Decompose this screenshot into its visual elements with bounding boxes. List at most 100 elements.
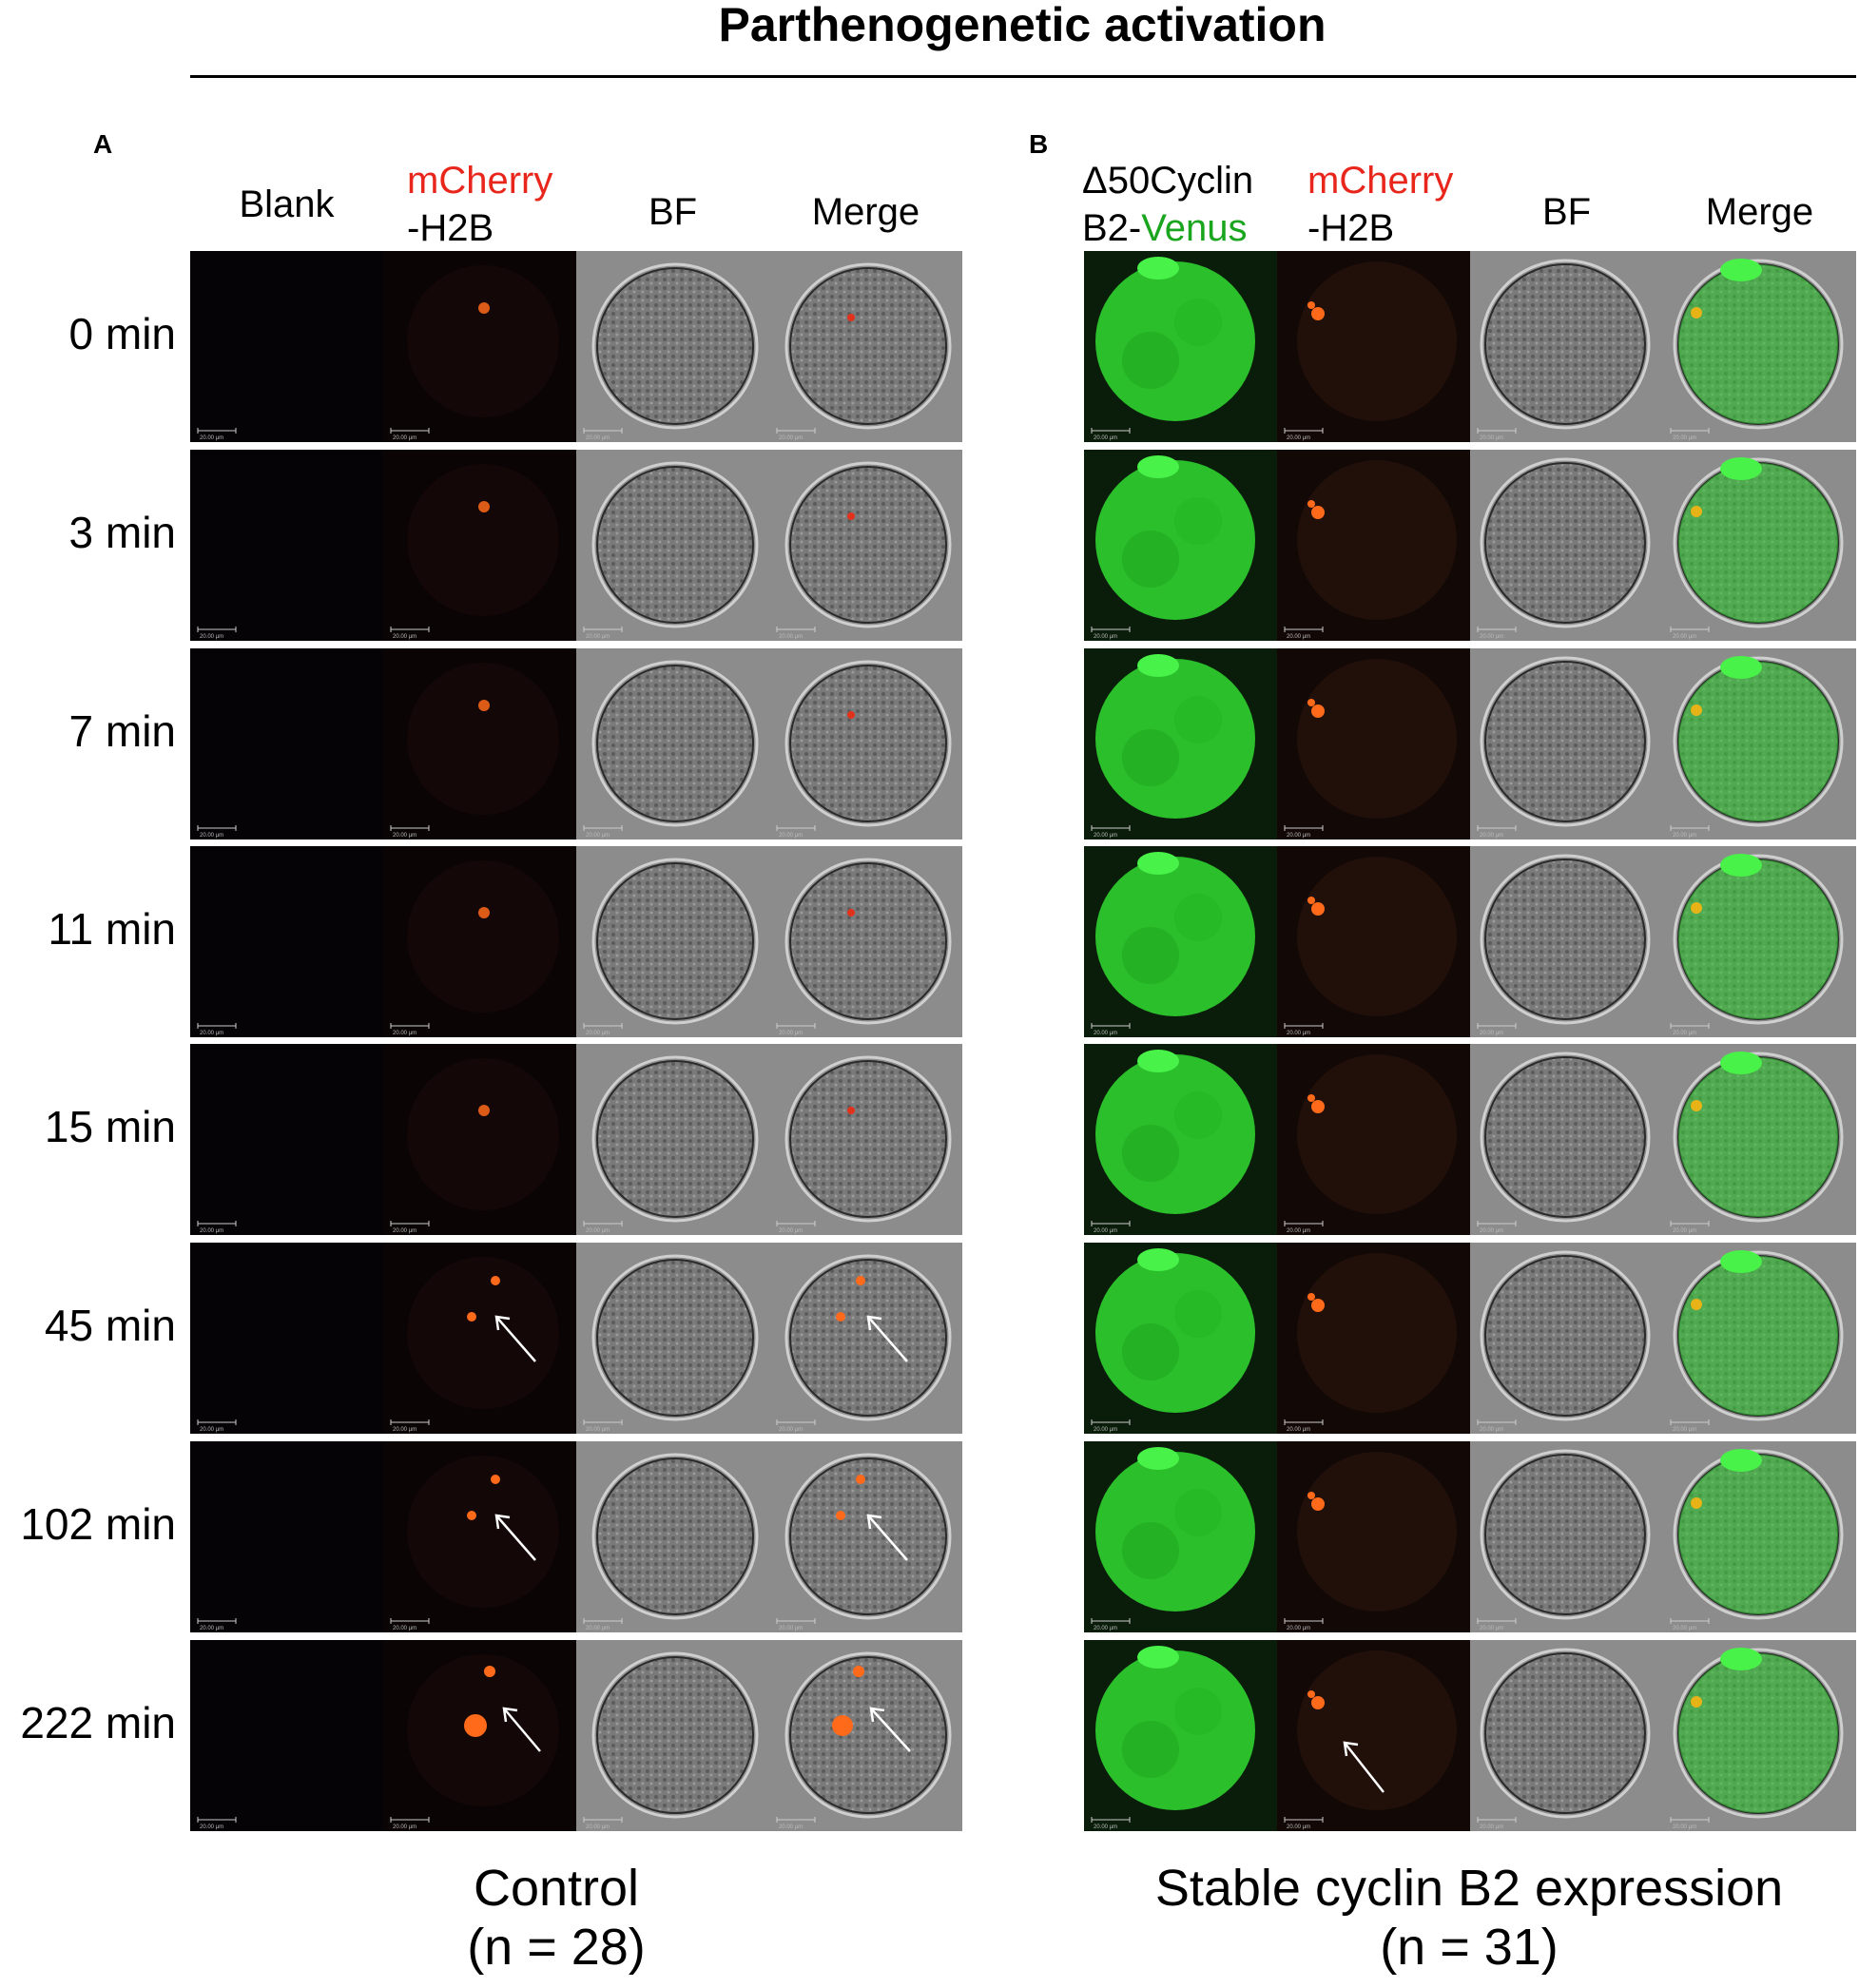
col-head-blank: Blank <box>239 183 335 225</box>
micrograph-brightfield: 20.00 µm <box>1470 1044 1663 1235</box>
svg-text:20.00 µm: 20.00 µm <box>1287 1228 1310 1234</box>
svg-text:20.00 µm: 20.00 µm <box>1287 1427 1310 1433</box>
col-head-merge-a: Merge <box>811 191 920 233</box>
micrograph-venus: 20.00 µm <box>1084 846 1277 1037</box>
svg-text:20.00 µm: 20.00 µm <box>1480 435 1503 441</box>
micrograph-merge: 20.00 µm <box>1663 1243 1856 1434</box>
svg-text:20.00 µm: 20.00 µm <box>1480 833 1503 839</box>
footer-b-line2: (n = 31) <box>1380 1919 1559 1976</box>
micrograph-mcherry-h2b: 20.00 µm <box>1277 1640 1470 1831</box>
svg-text:20.00 µm: 20.00 µm <box>200 634 223 640</box>
footer-a-line2: (n = 28) <box>467 1919 646 1976</box>
svg-text:20.00 µm: 20.00 µm <box>1287 1824 1310 1830</box>
svg-text:20.00 µm: 20.00 µm <box>1094 1031 1117 1036</box>
micrograph-venus: 20.00 µm <box>1084 450 1277 641</box>
micrograph-blank: 20.00 µm <box>190 1044 383 1235</box>
svg-text:20.00 µm: 20.00 µm <box>779 435 803 441</box>
micrograph-brightfield: 20.00 µm <box>576 450 769 641</box>
micrograph-brightfield: 20.00 µm <box>576 648 769 840</box>
micrograph-blank: 20.00 µm <box>190 846 383 1037</box>
timepoint-label: 45 min <box>44 1301 176 1350</box>
micrograph-merge: 20.00 µm <box>769 251 962 442</box>
micrograph-mcherry-h2b: 20.00 µm <box>1277 1044 1470 1235</box>
svg-text:20.00 µm: 20.00 µm <box>1673 1228 1696 1234</box>
micrograph-merge: 20.00 µm <box>769 450 962 641</box>
svg-text:20.00 µm: 20.00 µm <box>393 1031 416 1036</box>
micrograph-mcherry-h2b: 20.00 µm <box>1277 1243 1470 1434</box>
col-head-mcherry-b: mCherry -H2B <box>1307 157 1498 252</box>
col-head-mcherry-b-line2: -H2B <box>1307 207 1395 249</box>
svg-text:20.00 µm: 20.00 µm <box>1094 1228 1117 1234</box>
micrograph-brightfield: 20.00 µm <box>576 1441 769 1632</box>
svg-text:20.00 µm: 20.00 µm <box>200 1626 223 1631</box>
footer-b: Stable cyclin B2 expression (n = 31) <box>1084 1859 1854 1977</box>
timepoint-label: 7 min <box>68 706 176 756</box>
svg-text:20.00 µm: 20.00 µm <box>779 1031 803 1036</box>
col-head-venus: Δ50Cyclin B2-Venus <box>1082 157 1291 252</box>
svg-text:20.00 µm: 20.00 µm <box>779 833 803 839</box>
svg-text:20.00 µm: 20.00 µm <box>393 1228 416 1234</box>
svg-text:20.00 µm: 20.00 µm <box>1673 634 1696 640</box>
micrograph-venus: 20.00 µm <box>1084 1243 1277 1434</box>
micrograph-blank: 20.00 µm <box>190 1640 383 1831</box>
micrograph-brightfield: 20.00 µm <box>576 251 769 442</box>
svg-text:20.00 µm: 20.00 µm <box>1094 1427 1117 1433</box>
svg-text:20.00 µm: 20.00 µm <box>586 1228 610 1234</box>
micrograph-mcherry-h2b: 20.00 µm <box>383 1640 576 1831</box>
micrograph-brightfield: 20.00 µm <box>1470 846 1663 1037</box>
svg-text:20.00 µm: 20.00 µm <box>200 435 223 441</box>
svg-text:20.00 µm: 20.00 µm <box>586 1031 610 1036</box>
col-head-mcherry-a-line1: mCherry <box>407 160 553 202</box>
micrograph-venus: 20.00 µm <box>1084 1640 1277 1831</box>
col-head-bf-b: BF <box>1541 191 1592 233</box>
timepoint-label: 0 min <box>68 309 176 358</box>
svg-text:20.00 µm: 20.00 µm <box>1094 1824 1117 1830</box>
footer-b-line1: Stable cyclin B2 expression <box>1154 1860 1784 1917</box>
svg-text:20.00 µm: 20.00 µm <box>1673 1031 1696 1036</box>
svg-text:20.00 µm: 20.00 µm <box>1287 634 1310 640</box>
micrograph-venus: 20.00 µm <box>1084 1441 1277 1632</box>
micrograph-venus: 20.00 µm <box>1084 1044 1277 1235</box>
col-head-venus-line1: Δ50Cyclin <box>1082 160 1254 202</box>
svg-text:20.00 µm: 20.00 µm <box>1094 833 1117 839</box>
svg-text:20.00 µm: 20.00 µm <box>1673 1427 1696 1433</box>
figure-title: Parthenogenetic activation <box>718 0 1326 51</box>
col-head-bf-a: BF <box>648 191 698 233</box>
micrograph-venus: 20.00 µm <box>1084 648 1277 840</box>
micrograph-mcherry-h2b: 20.00 µm <box>383 1243 576 1434</box>
svg-text:20.00 µm: 20.00 µm <box>1480 1228 1503 1234</box>
svg-text:20.00 µm: 20.00 µm <box>393 833 416 839</box>
micrograph-merge: 20.00 µm <box>1663 251 1856 442</box>
micrograph-merge: 20.00 µm <box>769 648 962 840</box>
svg-text:20.00 µm: 20.00 µm <box>1673 833 1696 839</box>
svg-text:20.00 µm: 20.00 µm <box>1673 435 1696 441</box>
micrograph-blank: 20.00 µm <box>190 1441 383 1632</box>
micrograph-mcherry-h2b: 20.00 µm <box>383 846 576 1037</box>
svg-text:20.00 µm: 20.00 µm <box>393 1427 416 1433</box>
micrograph-merge: 20.00 µm <box>1663 1640 1856 1831</box>
micrograph-mcherry-h2b: 20.00 µm <box>383 1044 576 1235</box>
micrograph-brightfield: 20.00 µm <box>1470 1441 1663 1632</box>
micrograph-merge: 20.00 µm <box>769 846 962 1037</box>
micrograph-brightfield: 20.00 µm <box>576 1243 769 1434</box>
micrograph-mcherry-h2b: 20.00 µm <box>1277 846 1470 1037</box>
svg-text:20.00 µm: 20.00 µm <box>393 1824 416 1830</box>
micrograph-merge: 20.00 µm <box>1663 1441 1856 1632</box>
svg-text:20.00 µm: 20.00 µm <box>586 1626 610 1631</box>
svg-text:20.00 µm: 20.00 µm <box>1480 1824 1503 1830</box>
svg-text:20.00 µm: 20.00 µm <box>393 634 416 640</box>
timepoint-label: 222 min <box>20 1698 176 1747</box>
svg-text:20.00 µm: 20.00 µm <box>779 1626 803 1631</box>
panel-a-letter: A <box>93 129 113 159</box>
micrograph-blank: 20.00 µm <box>190 648 383 840</box>
svg-text:20.00 µm: 20.00 µm <box>1480 1626 1503 1631</box>
micrograph-mcherry-h2b: 20.00 µm <box>383 648 576 840</box>
micrograph-brightfield: 20.00 µm <box>576 1640 769 1831</box>
micrograph-blank: 20.00 µm <box>190 251 383 442</box>
timepoint-label: 11 min <box>48 904 176 954</box>
svg-text:20.00 µm: 20.00 µm <box>1480 1031 1503 1036</box>
timepoint-label: 15 min <box>44 1102 176 1151</box>
svg-text:20.00 µm: 20.00 µm <box>1480 1427 1503 1433</box>
svg-text:20.00 µm: 20.00 µm <box>1094 634 1117 640</box>
micrograph-merge: 20.00 µm <box>1663 846 1856 1037</box>
